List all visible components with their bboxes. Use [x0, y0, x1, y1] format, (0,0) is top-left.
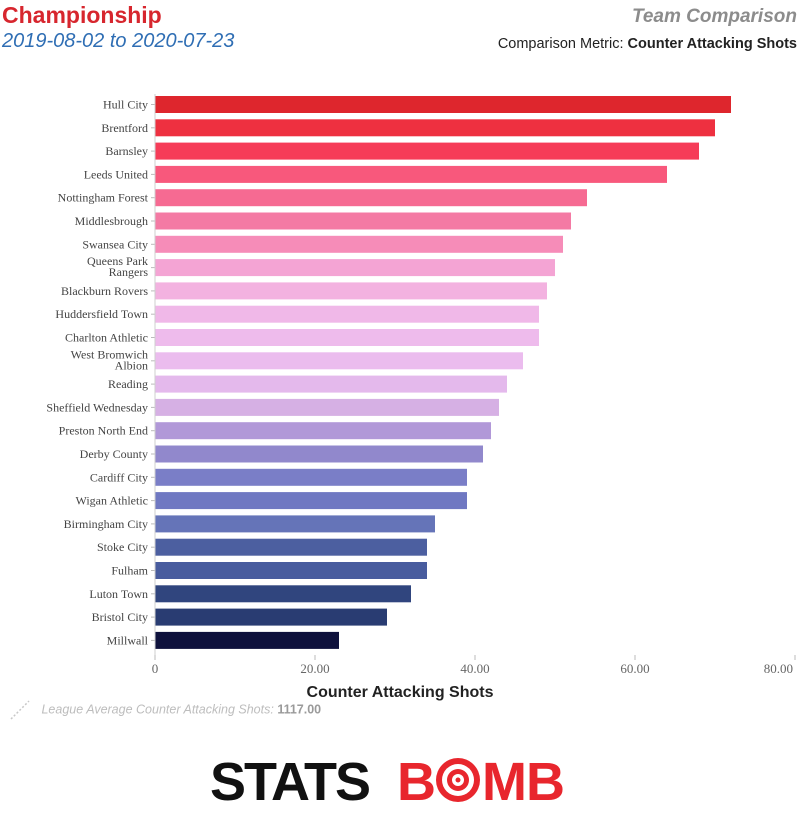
bar-charlton-athletic [155, 329, 539, 346]
bar-wigan-athletic [155, 492, 467, 510]
category-label: Middlesbrough [75, 214, 148, 228]
bar-blackburn-rovers [155, 282, 547, 300]
dashed-line-icon [10, 700, 30, 720]
x-tick-label: 40.00 [460, 661, 489, 676]
logo-text-mb: MB [482, 752, 564, 808]
bar-bristol-city [155, 608, 387, 626]
category-label: Hull City [103, 98, 148, 112]
category-label: Millwall [107, 633, 149, 647]
bar-sheffield-wednesday [155, 398, 499, 416]
metric-label: Comparison Metric: [497, 36, 624, 52]
page-title: Team Comparison [631, 6, 797, 27]
league-average-value: 1117.00 [277, 702, 322, 717]
logo-text-b: B [397, 752, 436, 808]
category-labels-group: Hull City Brentford Barnsley Leeds United No… [46, 98, 155, 647]
category-label: Swansea City [82, 237, 148, 251]
category-label: Birmingham City [64, 517, 148, 531]
bar-chart: Hull City Brentford Barnsley Leeds United No… [46, 94, 796, 676]
x-tick-label: 20.00 [300, 661, 329, 676]
bar-nottingham-forest [155, 189, 587, 207]
league-average-label: League Average Counter Attacking Shots: [41, 702, 274, 717]
category-label: Wigan Athletic [76, 494, 149, 508]
category-label: Fulham [111, 564, 148, 578]
bar-leeds-united [155, 165, 667, 183]
bar-fulham [155, 562, 427, 579]
category-label: Reading [108, 377, 148, 391]
bar-barnsley [155, 142, 699, 160]
league-average: League Average Counter Attacking Shots: … [10, 700, 321, 720]
bar-middlesbrough [155, 212, 571, 230]
bar-stoke-city [155, 538, 427, 556]
date-range: 2019-08-02 to 2020-07-23 [2, 30, 235, 52]
bar-queens-park-rangers [155, 259, 555, 277]
bars-group [155, 96, 731, 649]
bar-birmingham-city [155, 515, 435, 533]
category-label: Stoke City [97, 540, 148, 554]
category-label: West Bromwich Albion [71, 347, 148, 372]
bar-derby-county [155, 445, 483, 463]
category-label: Bristol City [92, 610, 148, 624]
x-tick-label: 60.00 [620, 661, 649, 676]
category-label: Sheffield Wednesday [46, 400, 148, 414]
category-label: Cardiff City [90, 470, 148, 484]
bar-west-bromwich-albion [155, 352, 523, 370]
logo-text-stats: STATS [210, 752, 369, 808]
bar-reading [155, 375, 507, 393]
category-label: Derby County [80, 447, 148, 461]
category-label: Nottingham Forest [58, 191, 149, 205]
x-axis-title: Counter Attacking Shots [306, 684, 494, 701]
category-label: Queens Park Rangers [87, 254, 148, 279]
bar-huddersfield-town [155, 305, 539, 323]
category-label: Preston North End [59, 424, 148, 438]
category-label: Brentford [101, 121, 148, 135]
category-label: Charlton Athletic [65, 331, 148, 345]
x-tick-label: 80.00 [764, 661, 793, 676]
category-label: Luton Town [89, 587, 148, 601]
bar-millwall [155, 631, 339, 649]
target-o-icon [436, 758, 480, 802]
category-label: Leeds United [84, 167, 148, 181]
competition-title: Championship [2, 2, 162, 28]
bar-luton-town [155, 585, 411, 603]
bar-preston-north-end [155, 422, 491, 440]
x-ticks-group: 0 20.00 40.00 60.00 80.00 [152, 655, 796, 676]
category-label: Blackburn Rovers [61, 284, 148, 298]
statsbomb-logo: STATS B MB [210, 752, 565, 808]
metric-value: Counter Attacking Shots [627, 36, 797, 52]
bar-brentford [155, 119, 715, 137]
bar-hull-city [155, 96, 731, 113]
bar-swansea-city [155, 235, 563, 253]
x-tick-label: 0 [152, 661, 159, 676]
category-label: Barnsley [105, 144, 148, 158]
category-label: Huddersfield Town [55, 307, 148, 321]
comparison-metric: Comparison Metric: Counter Attacking Sho… [498, 36, 797, 52]
bar-cardiff-city [155, 468, 467, 486]
